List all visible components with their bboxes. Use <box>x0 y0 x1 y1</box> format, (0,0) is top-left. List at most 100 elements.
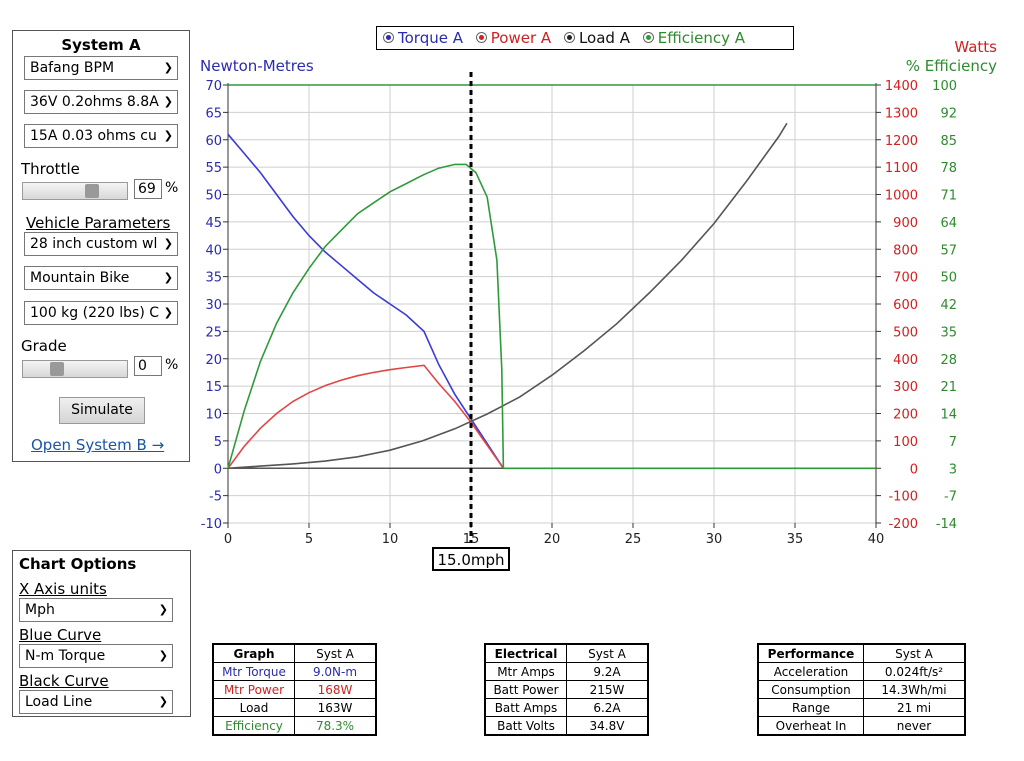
black-curve-select[interactable]: Load Line ❯ <box>19 690 173 714</box>
throttle-percent-sign: % <box>165 180 179 196</box>
x-tick-label: 5 <box>305 532 313 547</box>
throttle-slider[interactable] <box>22 182 128 200</box>
bike-type-select[interactable]: Mountain Bike ❯ <box>24 266 178 290</box>
y-tick-label-watts: 600 <box>893 298 918 313</box>
legend-item-load[interactable]: Load A <box>563 29 630 47</box>
throttle-slider-thumb[interactable] <box>85 184 99 198</box>
wheel-select[interactable]: 28 inch custom wl ❯ <box>24 232 178 256</box>
table-cell: 168W <box>294 680 377 699</box>
electrical-table: Electrical Syst A Mtr Amps 9.2A Batt Power 21… <box>484 643 649 736</box>
y-tick-label-pct: 64 <box>940 216 957 231</box>
chart-grid <box>228 84 877 524</box>
y-tick-label-watts: 800 <box>893 243 918 258</box>
y-tick-label-pct: 35 <box>940 325 957 340</box>
y-tick-label-pct: 3 <box>949 462 957 477</box>
y-tick-label-pct: -14 <box>936 517 957 532</box>
x-axis-units-select[interactable]: Mph ❯ <box>19 598 173 622</box>
y-tick-label-left: -5 <box>209 490 222 505</box>
cursor-label: 15.0mph <box>437 551 504 569</box>
table-header-row: Electrical Syst A <box>484 643 649 663</box>
motor-select[interactable]: Bafang BPM ❯ <box>24 56 178 80</box>
battery-select[interactable]: 36V 0.2ohms 8.8A ❯ <box>24 90 178 114</box>
y-tick-label-watts: 1000 <box>885 189 918 204</box>
table-header-cell: Syst A <box>566 643 649 663</box>
x-tick-label: 15 <box>463 532 480 547</box>
table-row: Acceleration 0.024ft/s² <box>757 662 966 681</box>
grade-slider[interactable] <box>22 360 128 378</box>
y-tick-label-pct: 92 <box>940 106 957 121</box>
table-cell: 6.2A <box>566 698 649 717</box>
grade-input[interactable]: 0 <box>134 356 162 376</box>
table-row: Consumption 14.3Wh/mi <box>757 680 966 699</box>
table-header-cell: Electrical <box>484 643 567 663</box>
efficiency-curve <box>227 163 876 470</box>
y-tick-label-watts: 100 <box>893 435 918 450</box>
motor-value: Bafang BPM <box>30 60 115 76</box>
table-cell: 21 mi <box>863 698 966 717</box>
table-cell: 78.3% <box>294 716 377 736</box>
x-tick-label: 0 <box>224 532 232 547</box>
table-cell: Overheat In <box>757 716 864 736</box>
y-tick-label-watts: 1300 <box>885 106 918 121</box>
table-row: Efficiency 78.3% <box>212 716 377 736</box>
left-axis-title: Newton-Metres <box>200 57 314 75</box>
y-tick-label-watts: -200 <box>888 517 918 532</box>
table-cell: Batt Amps <box>484 698 567 717</box>
chevron-down-icon: ❯ <box>160 91 173 113</box>
table-row: Overheat In never <box>757 716 966 736</box>
table-row: Batt Amps 6.2A <box>484 698 649 717</box>
table-cell: never <box>863 716 966 736</box>
y-tick-label-pct: -7 <box>944 490 957 505</box>
chevron-down-icon: ❯ <box>155 645 168 667</box>
y-tick-label-pct: 42 <box>940 298 957 313</box>
legend-item-power[interactable]: Power A <box>475 29 552 47</box>
x-axis-units-label: X Axis units <box>19 580 107 598</box>
table-row: Batt Volts 34.8V <box>484 716 649 736</box>
legend-label-power: Power A <box>490 29 552 47</box>
chart-legend: Torque A Power A Load A Efficiency A <box>376 26 794 50</box>
table-row: Mtr Amps 9.2A <box>484 662 649 681</box>
table-header-cell: Syst A <box>863 643 966 663</box>
radio-icon <box>642 32 654 43</box>
open-system-b-link[interactable]: Open System B → <box>31 436 165 454</box>
cursor-label-box <box>432 547 510 571</box>
table-row: Batt Power 215W <box>484 680 649 699</box>
table-row: Load 163W <box>212 698 377 717</box>
table-cell: Range <box>757 698 864 717</box>
weight-value: 100 kg (220 lbs) C <box>30 305 160 321</box>
y-tick-label-watts: 400 <box>893 353 918 368</box>
table-cell: Batt Volts <box>484 716 567 736</box>
weight-select[interactable]: 100 kg (220 lbs) C ❯ <box>24 301 178 325</box>
grade-slider-thumb[interactable] <box>50 362 64 376</box>
y-tick-label-left: -10 <box>201 517 222 532</box>
chevron-down-icon: ❯ <box>155 599 168 621</box>
radio-icon <box>563 32 575 43</box>
chevron-down-icon: ❯ <box>160 267 173 289</box>
blue-curve-select[interactable]: N-m Torque ❯ <box>19 644 173 668</box>
x-tick-label: 25 <box>625 532 642 547</box>
legend-item-efficiency[interactable]: Efficiency A <box>642 29 745 47</box>
radio-icon <box>383 32 394 43</box>
table-cell: Acceleration <box>757 662 864 681</box>
simulate-button[interactable]: Simulate <box>59 397 145 424</box>
y-tick-label-left: 45 <box>205 216 222 231</box>
y-tick-label-pct: 14 <box>940 408 957 423</box>
table-cell: 14.3Wh/mi <box>863 680 966 699</box>
table-cell: 34.8V <box>566 716 649 736</box>
y-tick-label-left: 0 <box>214 462 222 477</box>
right-axis-title-efficiency: % Efficiency <box>906 57 997 75</box>
y-tick-label-left: 40 <box>205 243 222 258</box>
legend-label-load: Load A <box>578 29 630 47</box>
y-tick-label-left: 30 <box>205 298 222 313</box>
throttle-input[interactable]: 69 <box>134 179 162 199</box>
legend-item-torque[interactable]: Torque A <box>383 29 463 47</box>
x-tick-label: 35 <box>787 532 804 547</box>
legend-label-torque: Torque A <box>398 29 463 47</box>
y-tick-label-left: 25 <box>205 325 222 340</box>
y-tick-label-left: 20 <box>205 353 222 368</box>
battery-value: 36V 0.2ohms 8.8A <box>30 94 159 110</box>
controller-select[interactable]: 15A 0.03 ohms cu ❯ <box>24 124 178 148</box>
x-axis-units-value: Mph <box>25 602 55 618</box>
